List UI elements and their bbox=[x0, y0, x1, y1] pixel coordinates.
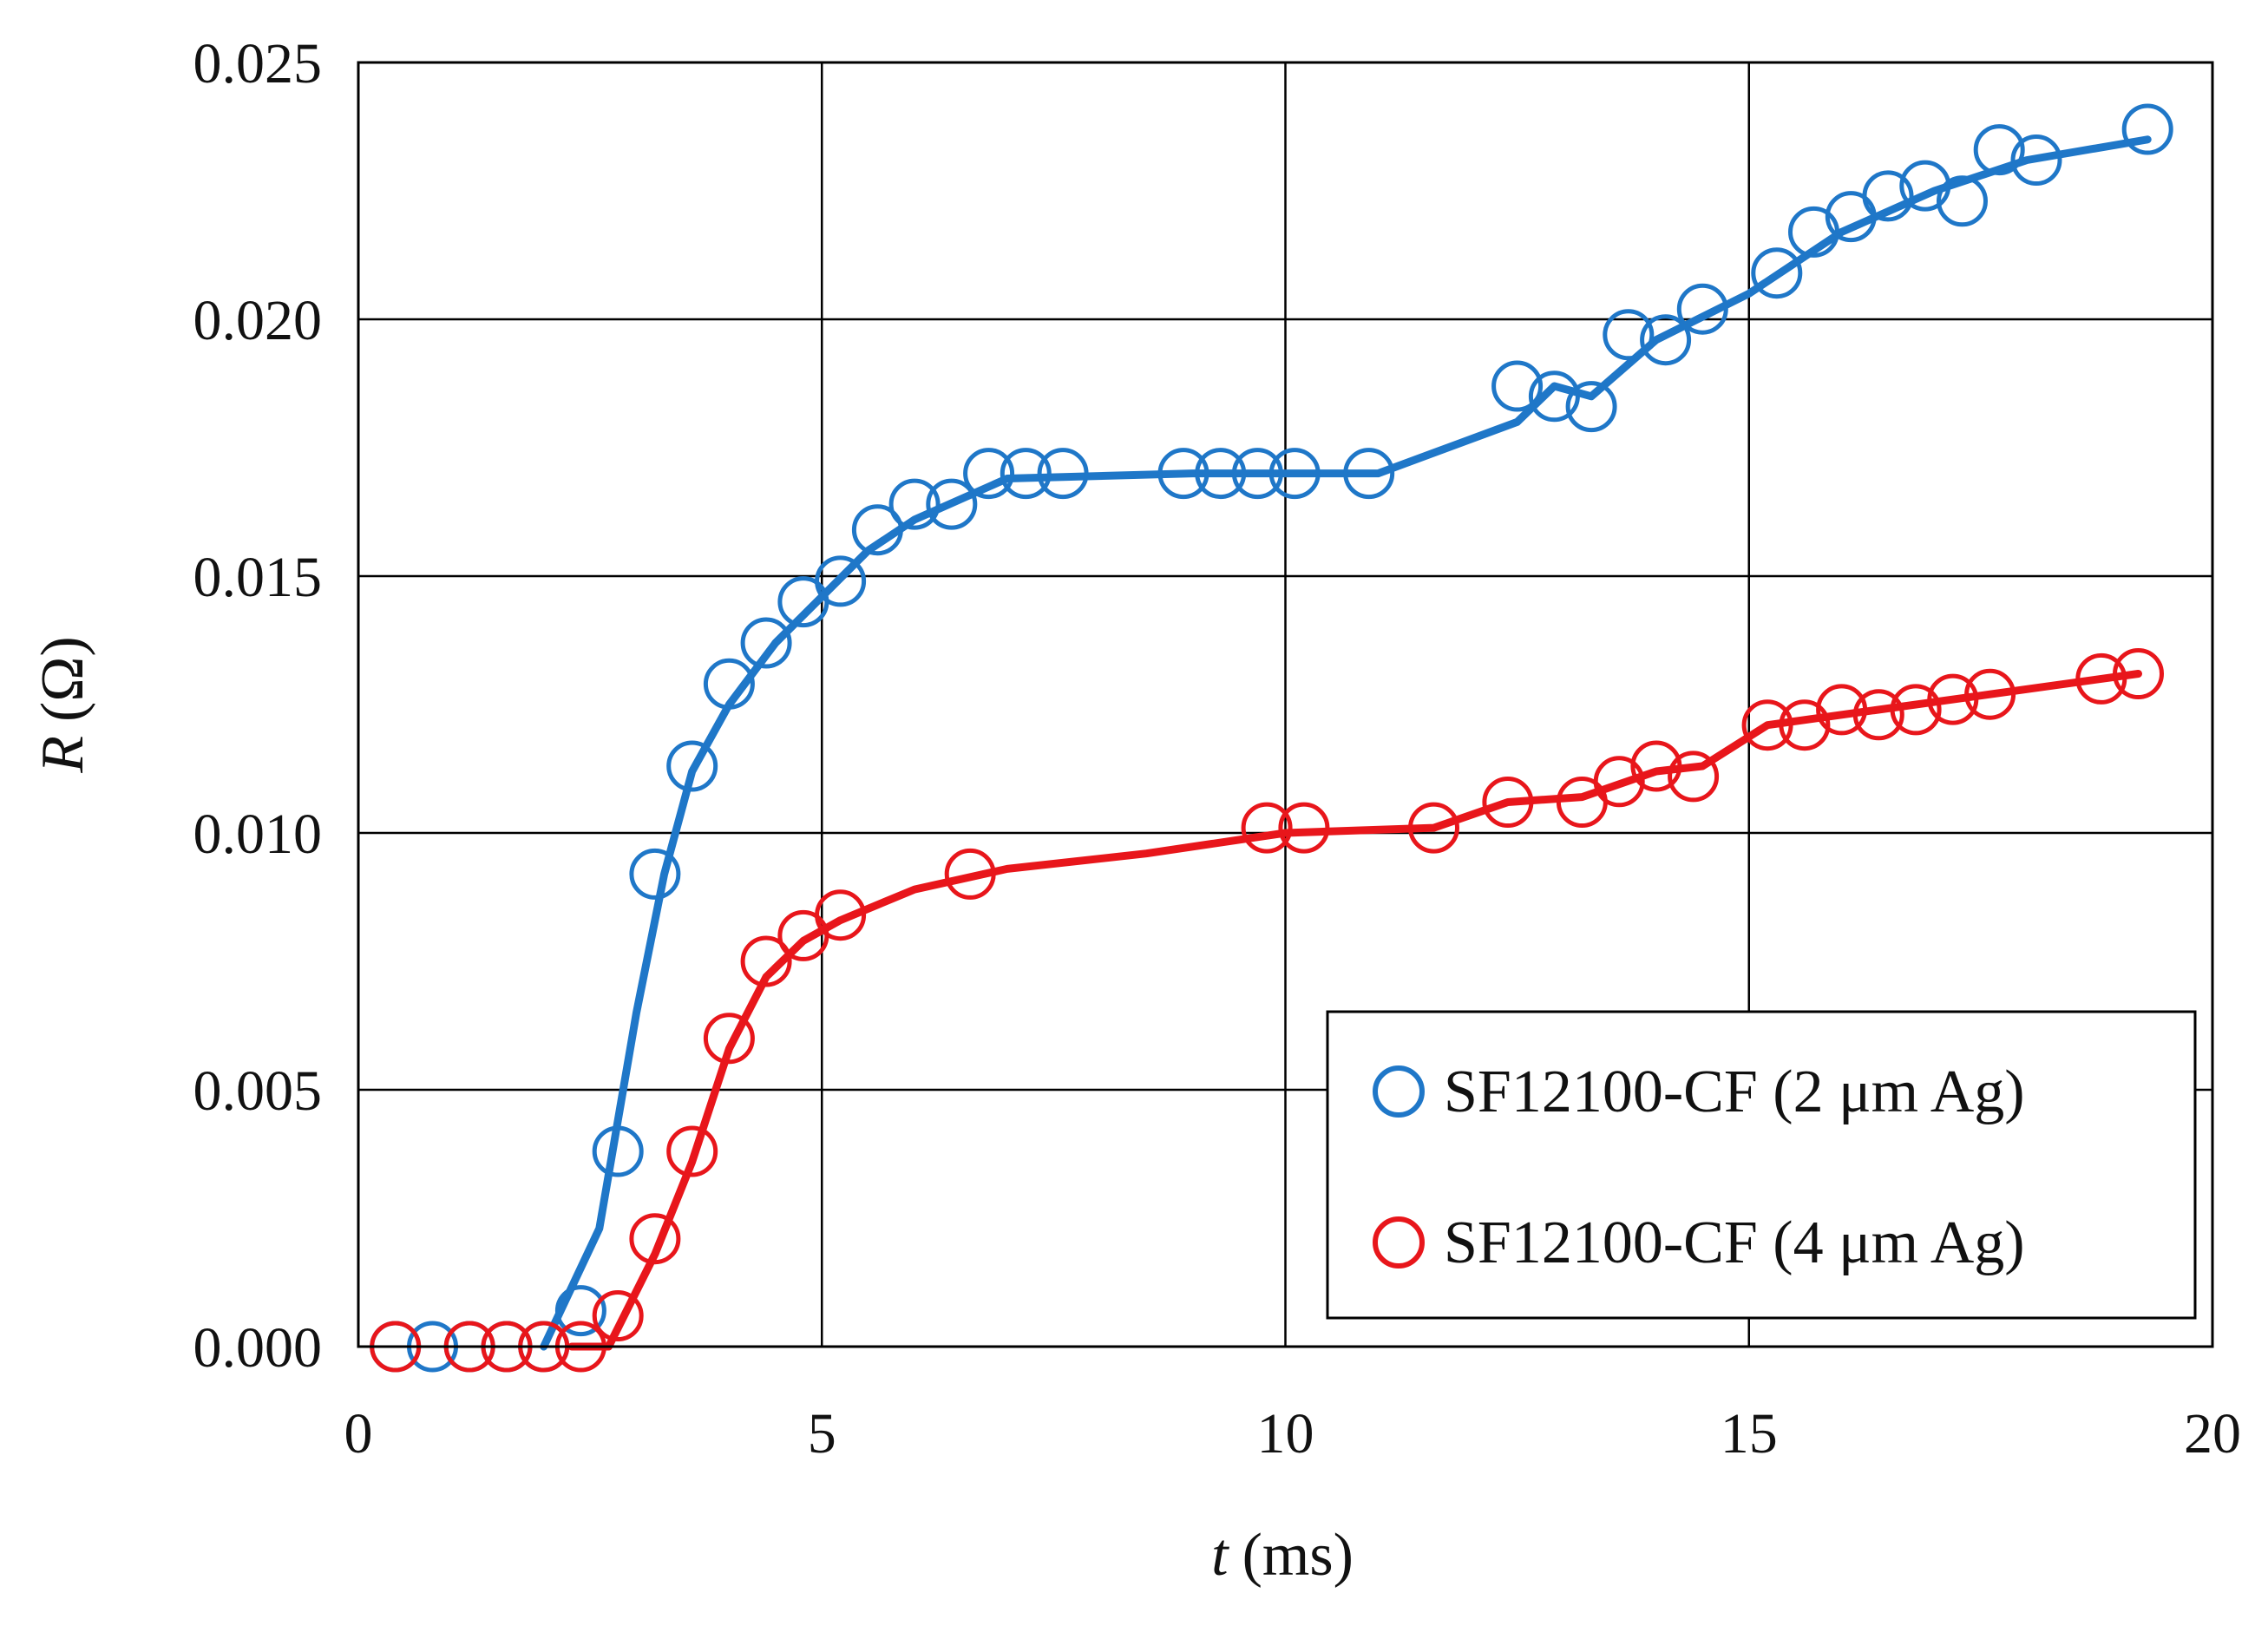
series-0-point bbox=[1676, 283, 1728, 335]
series-0-point bbox=[1157, 448, 1209, 500]
series-0-point bbox=[1565, 381, 1617, 433]
series-0-point bbox=[1343, 448, 1395, 500]
plot-frame bbox=[357, 61, 2214, 1348]
series-0-point bbox=[1231, 448, 1283, 500]
legend-marker-2um bbox=[1373, 1065, 1425, 1118]
series-0-fit-line bbox=[540, 135, 2152, 1351]
series-0-point bbox=[851, 504, 903, 556]
legend-label-4um: SF12100-CF (4 μm Ag) bbox=[1444, 1210, 2025, 1276]
series-0-point bbox=[1000, 448, 1052, 500]
series-1-point bbox=[1630, 740, 1682, 792]
series-1-point bbox=[1668, 751, 1720, 803]
y-tick-label: 0.000 bbox=[193, 1316, 323, 1380]
series-1-point bbox=[1408, 802, 1459, 854]
y-axis-unit: (Ω) bbox=[29, 636, 96, 722]
y-axis-var: R bbox=[29, 736, 96, 774]
series-1-point bbox=[2113, 648, 2164, 699]
series-0-point bbox=[1640, 314, 1692, 366]
series-0-point bbox=[1037, 448, 1089, 500]
series-1-point bbox=[944, 848, 996, 900]
series-1-point bbox=[629, 1213, 681, 1265]
series-1-point bbox=[666, 1125, 718, 1177]
y-tick-label: 0.010 bbox=[193, 803, 323, 866]
series-1-point bbox=[703, 1013, 755, 1065]
series-1-point bbox=[1852, 689, 1904, 741]
series-1-point bbox=[1890, 684, 1942, 736]
x-axis-var: t bbox=[1211, 1522, 1229, 1589]
legend: SF12100-CF (2 μm Ag) SF12100-CF (4 μm Ag… bbox=[1326, 1010, 2197, 1320]
series-1-point bbox=[592, 1290, 644, 1341]
series-1-point bbox=[1741, 699, 1793, 751]
x-tick-label: 15 bbox=[1721, 1402, 1778, 1465]
legend-marker-4um bbox=[1373, 1216, 1425, 1269]
series-0-point bbox=[1937, 175, 1988, 227]
series-1-point bbox=[1482, 777, 1534, 828]
y-tick-label: 0.015 bbox=[193, 546, 323, 609]
series-0-point bbox=[740, 617, 792, 669]
series-0-point bbox=[592, 1125, 644, 1177]
series-1-point bbox=[1816, 684, 1868, 736]
series-1-point bbox=[1593, 756, 1645, 808]
series-0-point bbox=[2010, 134, 2062, 186]
series-1-point bbox=[1278, 802, 1330, 854]
y-tick-label: 0.025 bbox=[193, 32, 323, 95]
x-axis-unit: (ms) bbox=[1242, 1522, 1354, 1589]
y-axis-label: R (Ω) bbox=[29, 636, 96, 773]
series-1-point bbox=[1556, 777, 1608, 828]
series-1-fit-line bbox=[567, 670, 2142, 1351]
series-0-point bbox=[815, 555, 867, 607]
series-0-point bbox=[888, 478, 941, 530]
series-0-point bbox=[629, 848, 681, 900]
series-0-point bbox=[1603, 309, 1655, 361]
series-0-point bbox=[666, 740, 718, 792]
x-tick-label: 0 bbox=[344, 1402, 373, 1465]
series-0-point bbox=[1862, 170, 1914, 222]
series-0-point bbox=[1973, 124, 2025, 176]
series-1-point bbox=[815, 889, 867, 941]
series-0-point bbox=[963, 448, 1015, 500]
x-tick-label: 10 bbox=[1257, 1402, 1314, 1465]
series-0-point bbox=[1788, 206, 1839, 258]
series-0-point bbox=[1195, 448, 1247, 500]
series-0-point bbox=[1528, 370, 1580, 423]
series-0-point bbox=[2121, 103, 2173, 155]
series-1-point bbox=[740, 935, 792, 987]
series-0-point bbox=[703, 658, 755, 710]
series-1-point bbox=[1964, 668, 2016, 720]
series-1-point bbox=[1241, 802, 1293, 854]
series-1-point bbox=[1779, 699, 1831, 751]
series-0-point bbox=[1491, 360, 1544, 412]
series-0-point bbox=[926, 478, 978, 530]
series-0-point bbox=[554, 1285, 606, 1337]
y-tick-label: 0.005 bbox=[193, 1059, 323, 1123]
series-0-point bbox=[1899, 160, 1951, 212]
series-1-point bbox=[1927, 673, 1979, 725]
legend-label-2um: SF12100-CF (2 μm Ag) bbox=[1444, 1059, 2025, 1125]
series-1-point bbox=[2075, 652, 2127, 705]
series-0-point bbox=[1751, 247, 1803, 299]
x-tick-label: 5 bbox=[808, 1402, 836, 1465]
legend-box bbox=[1326, 1010, 2197, 1320]
series-0-point bbox=[1268, 448, 1321, 500]
x-tick-label: 20 bbox=[2184, 1402, 2241, 1465]
series-1 bbox=[370, 648, 2164, 1373]
x-axis-label: t (ms) bbox=[1211, 1522, 1354, 1589]
y-tick-label: 0.020 bbox=[193, 289, 323, 352]
tick-labels: 0 5 10 15 20 0.000 0.005 0.010 0.015 0.020 0.025 bbox=[193, 32, 2242, 1465]
